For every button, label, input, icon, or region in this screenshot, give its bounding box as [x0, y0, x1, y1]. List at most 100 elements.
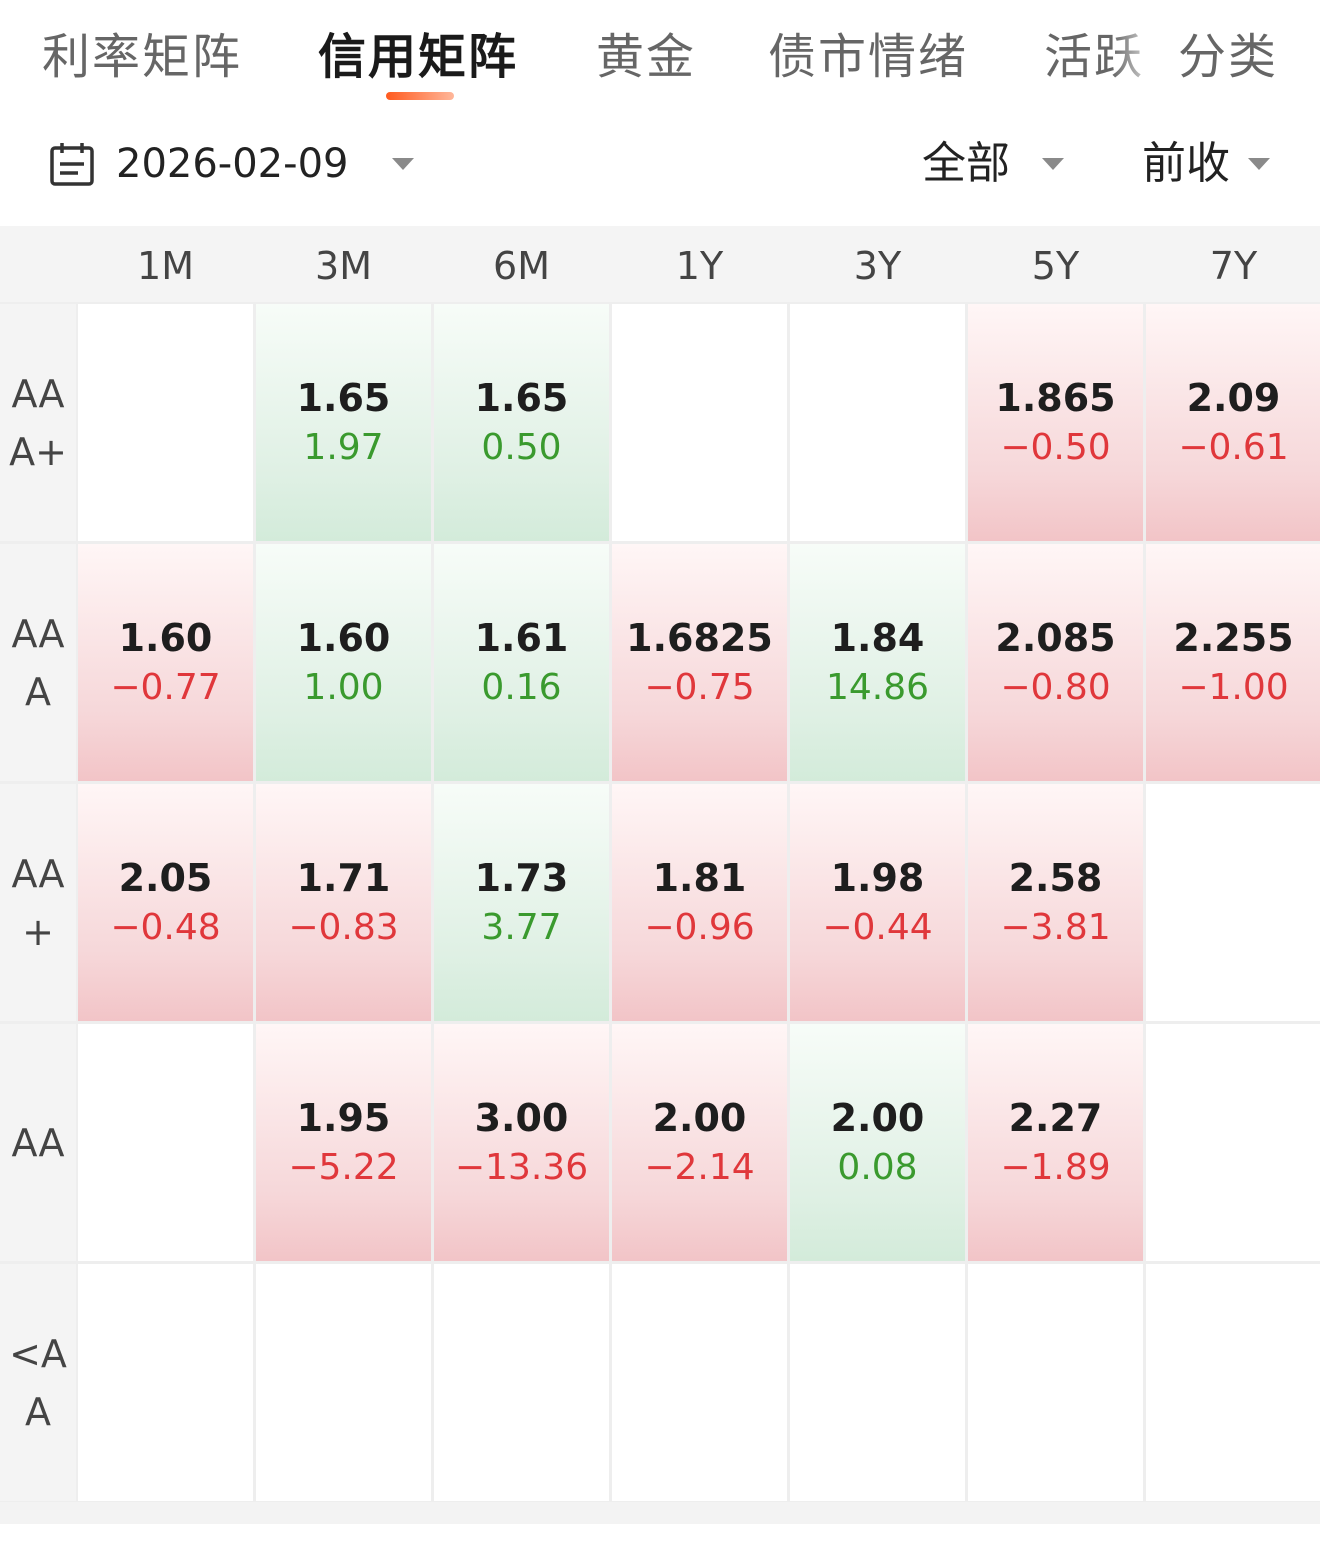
yield-value: 1.71 — [296, 855, 391, 900]
yield-value: 3.00 — [474, 1095, 569, 1140]
tab-credit-matrix[interactable]: 信用矩阵 — [318, 29, 519, 85]
yield-value: 2.00 — [652, 1095, 747, 1140]
tab-bond-sentiment[interactable]: 债市情绪 — [768, 29, 969, 85]
matrix-cell[interactable]: 2.09 −0.61 — [1146, 304, 1320, 541]
tab-gold[interactable]: 黄金 — [596, 29, 697, 85]
change-value: −0.83 — [288, 906, 399, 948]
yield-value: 1.65 — [474, 375, 569, 420]
change-value: −0.75 — [644, 666, 755, 708]
matrix-cell[interactable]: 1.98 −0.44 — [790, 784, 965, 1021]
change-value: 3.77 — [481, 906, 562, 948]
change-value: −0.80 — [1000, 666, 1111, 708]
matrix-cell[interactable]: 1.73 3.77 — [434, 784, 609, 1021]
matrix-cell[interactable]: 1.65 0.50 — [434, 304, 609, 541]
change-value: −5.22 — [288, 1146, 399, 1188]
matrix-cell[interactable]: 1.71 −0.83 — [256, 784, 431, 1021]
yield-value: 1.98 — [830, 855, 925, 900]
yield-value: 1.65 — [296, 375, 391, 420]
matrix-cell-empty — [1146, 784, 1320, 1021]
yield-value: 1.95 — [296, 1095, 391, 1140]
column-header-3m: 3M — [315, 244, 372, 288]
matrix-cell[interactable]: 3.00 −13.36 — [434, 1024, 609, 1261]
matrix-cell-empty — [256, 1264, 431, 1501]
matrix-cell[interactable]: 1.60 −0.77 — [78, 544, 253, 781]
column-header-1m: 1M — [137, 244, 194, 288]
change-value: −1.89 — [1000, 1146, 1111, 1188]
matrix-cell-empty — [790, 1264, 965, 1501]
matrix-cell[interactable]: 1.81 −0.96 — [612, 784, 787, 1021]
bottom-divider — [0, 1502, 1320, 1524]
column-header-1y: 1Y — [675, 244, 724, 288]
matrix-cell-empty — [612, 1264, 787, 1501]
column-header-7y: 7Y — [1209, 244, 1258, 288]
change-value: −13.36 — [454, 1146, 589, 1188]
credit-matrix-grid: 1M 3M 6M 1Y 3Y 5Y 7Y AAA+ 1.65 1.97 1.65 0.50 1.865 −… — [0, 226, 1320, 1502]
row-label: AAA — [0, 544, 76, 781]
matrix-cell[interactable]: 1.61 0.16 — [434, 544, 609, 781]
yield-value: 2.09 — [1186, 375, 1281, 420]
tab-fade-overlay — [1112, 0, 1172, 110]
matrix-cell[interactable]: 1.84 14.86 — [790, 544, 965, 781]
row-label: AAA+ — [0, 304, 76, 541]
scope-dropdown-icon[interactable] — [1042, 158, 1064, 170]
change-value: −0.48 — [110, 906, 221, 948]
matrix-cell[interactable]: 1.65 1.97 — [256, 304, 431, 541]
matrix-cell[interactable]: 2.27 −1.89 — [968, 1024, 1143, 1261]
change-value: −0.77 — [110, 666, 221, 708]
matrix-cell[interactable]: 2.085 −0.80 — [968, 544, 1143, 781]
matrix-cell[interactable]: 1.865 −0.50 — [968, 304, 1143, 541]
compare-dropdown-icon[interactable] — [1248, 158, 1270, 170]
matrix-cell[interactable]: 1.6825 −0.75 — [612, 544, 787, 781]
column-header-6m: 6M — [493, 244, 550, 288]
matrix-cell[interactable]: 1.95 −5.22 — [256, 1024, 431, 1261]
matrix-cell[interactable]: 2.00 −2.14 — [612, 1024, 787, 1261]
yield-value: 1.6825 — [626, 615, 773, 660]
matrix-cell[interactable]: 2.00 0.08 — [790, 1024, 965, 1261]
yield-value: 2.05 — [118, 855, 213, 900]
yield-value: 1.81 — [652, 855, 747, 900]
row-label: AA+ — [0, 784, 76, 1021]
yield-value: 2.58 — [1008, 855, 1103, 900]
matrix-cell-empty — [78, 1024, 253, 1261]
matrix-cell-empty — [1146, 1264, 1320, 1501]
matrix-cell-empty — [78, 304, 253, 541]
yield-value: 1.73 — [474, 855, 569, 900]
calendar-icon[interactable] — [48, 140, 96, 188]
tab-bar: 利率矩阵 信用矩阵 黄金 债市情绪 活跃 分类 — [0, 0, 1320, 110]
yield-value: 1.61 — [474, 615, 569, 660]
matrix-cell[interactable]: 2.05 −0.48 — [78, 784, 253, 1021]
yield-value: 2.27 — [1008, 1095, 1103, 1140]
change-value: 0.50 — [481, 426, 562, 468]
tab-category[interactable]: 分类 — [1170, 22, 1279, 92]
change-value: 0.08 — [837, 1146, 918, 1188]
matrix-cell[interactable]: 2.58 −3.81 — [968, 784, 1143, 1021]
column-header-5y: 5Y — [1031, 244, 1080, 288]
matrix-cell-empty — [968, 1264, 1143, 1501]
tab-rate-matrix[interactable]: 利率矩阵 — [42, 29, 243, 85]
matrix-cell-empty — [612, 304, 787, 541]
change-value: −0.61 — [1178, 426, 1289, 468]
column-header-3y: 3Y — [853, 244, 902, 288]
change-value: −0.96 — [644, 906, 755, 948]
date-dropdown-icon[interactable] — [392, 158, 414, 170]
matrix-cell-empty — [78, 1264, 253, 1501]
filter-bar: 2026-02-09 全部 前收 — [0, 110, 1320, 224]
change-value: −0.50 — [1000, 426, 1111, 468]
yield-value: 1.60 — [296, 615, 391, 660]
yield-value: 2.00 — [830, 1095, 925, 1140]
yield-value: 1.84 — [830, 615, 925, 660]
change-value: −1.00 — [1178, 666, 1289, 708]
matrix-cell-empty — [1146, 1024, 1320, 1261]
matrix-cell[interactable]: 1.60 1.00 — [256, 544, 431, 781]
compare-select[interactable]: 前收 — [1142, 138, 1230, 189]
active-tab-indicator — [386, 92, 454, 100]
yield-value: 1.60 — [118, 615, 213, 660]
change-value: −2.14 — [644, 1146, 755, 1188]
change-value: −0.44 — [822, 906, 933, 948]
change-value: 1.00 — [303, 666, 384, 708]
change-value: −3.81 — [1000, 906, 1111, 948]
scope-select[interactable]: 全部 — [922, 138, 1010, 189]
change-value: 14.86 — [825, 666, 930, 708]
date-picker[interactable]: 2026-02-09 — [116, 141, 349, 187]
matrix-cell[interactable]: 2.255 −1.00 — [1146, 544, 1320, 781]
